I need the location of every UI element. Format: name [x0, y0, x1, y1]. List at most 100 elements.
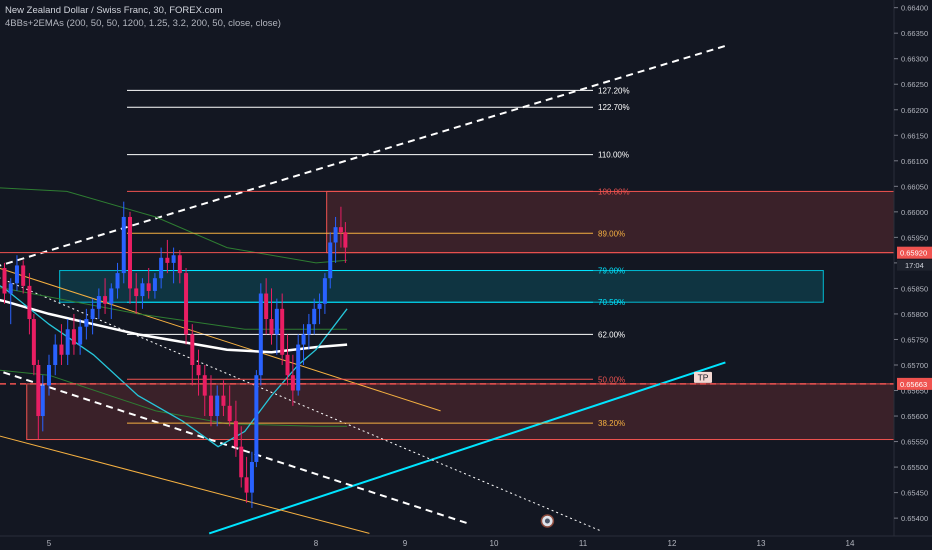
indicator-legend[interactable]: 4BBs+2EMAs (200, 50, 50, 1200, 1.25, 3.2…: [5, 18, 281, 29]
uptrend-line-bottom: [208, 361, 726, 535]
price-tick-label-18: 0.65500: [901, 463, 928, 472]
candle-body-33: [165, 257, 170, 263]
countdown-tag: [897, 259, 932, 271]
time-tick-label-1: 8: [314, 539, 319, 548]
candle-body-65: [343, 232, 348, 248]
price-tick-label-1: 0.66350: [901, 29, 928, 38]
candle-body-22: [96, 296, 101, 309]
candle-body-30: [146, 283, 151, 291]
price-tick-label-11: 0.65850: [901, 284, 928, 293]
candle-body-12: [36, 364, 41, 417]
candle-body-49: [258, 293, 263, 376]
bb-upper-green: [0, 187, 348, 264]
drawings-layer: TP: [0, 44, 894, 535]
price-tick-label-2: 0.66300: [901, 55, 928, 64]
candle-body-15: [53, 344, 58, 365]
candle-body-63: [333, 227, 338, 243]
candle-body-41: [215, 395, 220, 417]
candle-body-55: [290, 375, 295, 391]
price-tick-label-14: 0.65700: [901, 361, 928, 370]
time-tick-label-4: 11: [579, 539, 588, 548]
price-tick-label-9: 0.65950: [901, 233, 928, 242]
fib-retracement[interactable]: 127.20% 122.70% 110.00% 100.00% 89.00% 79.00%…: [127, 86, 630, 428]
candle-body-56: [296, 344, 301, 391]
time-tick-label-5: 12: [668, 539, 677, 548]
time-axis-bg: [0, 536, 932, 550]
price-tick-label-16: 0.65600: [901, 412, 928, 421]
candle-body-35: [177, 255, 182, 274]
candle-body-50: [264, 293, 269, 320]
current-price-value: 0.65920: [900, 249, 927, 258]
candle-body-18: [71, 329, 76, 345]
candle-body-26: [121, 216, 126, 274]
candle-body-25: [115, 273, 120, 289]
time-tick-label-0: 5: [47, 539, 52, 548]
time-tick-label-3: 10: [490, 539, 499, 548]
fib-level-label-7: 62.00%: [598, 330, 625, 339]
price-tick-label-0: 0.66400: [901, 4, 928, 13]
candle-body-47: [249, 461, 254, 493]
event-icon-core-0: [544, 518, 550, 524]
fib-level-label-9: 38.20%: [598, 419, 625, 428]
candle-body-10: [27, 285, 32, 320]
price-tick-label-5: 0.66150: [901, 131, 928, 140]
tp-price-tag: [897, 377, 932, 390]
candle-body-57: [301, 334, 306, 345]
candle-body-28: [134, 288, 139, 297]
dashed-projection-up: [0, 44, 726, 267]
candle-body-7: [8, 283, 13, 294]
candle-body-20: [84, 319, 89, 327]
time-axis[interactable]: 58910111213141516: [47, 539, 932, 548]
golden-pocket-zone: [59, 270, 824, 303]
candle-body-27: [127, 216, 132, 289]
time-tick-label-2: 9: [403, 539, 408, 548]
candle-body-39: [202, 375, 207, 396]
candle-body-52: [274, 308, 279, 335]
upper-supply-zone: [326, 190, 909, 254]
fib-level-label-1: 122.70%: [598, 103, 630, 112]
candle-body-37: [190, 334, 195, 365]
event-icons-layer: 22322: [540, 513, 929, 528]
candle-body-9: [21, 265, 26, 286]
candle-body-46: [244, 477, 249, 493]
candle-body-64: [338, 227, 343, 233]
lower-demand-zone: [26, 383, 909, 441]
candle-body-31: [152, 278, 157, 291]
candle-body-54: [285, 354, 290, 376]
candle-body-16: [59, 344, 64, 355]
price-tick-label-3: 0.66250: [901, 80, 928, 89]
candle-body-6: [2, 268, 7, 294]
candle-body-11: [31, 319, 36, 365]
dotted-channel-line: [0, 277, 601, 532]
candle-body-38: [196, 364, 201, 376]
time-tick-label-7: 14: [846, 539, 855, 548]
price-tick-label-12: 0.65800: [901, 310, 928, 319]
price-tags: 0.65920 17:04 0.65663: [897, 246, 932, 390]
candle-body-14: [47, 364, 51, 386]
candle-body-19: [78, 326, 83, 345]
candle-body-36: [184, 273, 189, 335]
candle-body-59: [312, 308, 317, 325]
candle-body-42: [221, 395, 226, 406]
dashed-projection-down: [0, 370, 468, 525]
candle-body-61: [322, 278, 327, 304]
price-tick-label-13: 0.65750: [901, 335, 928, 344]
price-tick-label-6: 0.66100: [901, 157, 928, 166]
candle-body-23: [103, 296, 108, 304]
chart-title: New Zealand Dollar / Swiss Franc, 30, FO…: [5, 5, 223, 16]
candle-body-40: [208, 395, 213, 417]
candle-body-60: [317, 303, 322, 309]
fib-level-label-6: 70.50%: [598, 298, 625, 307]
candle-body-62: [328, 242, 333, 279]
candle-body-17: [65, 329, 70, 355]
fib-level-label-2: 110.00%: [598, 151, 629, 160]
current-price-tag: [897, 246, 932, 259]
fib-level-label-3: 100.00%: [598, 187, 630, 196]
fib-level-label-0: 127.20%: [598, 86, 630, 95]
candle-body-21: [90, 308, 95, 320]
fib-level-label-4: 89.00%: [598, 229, 625, 238]
zones-layer: [26, 190, 909, 441]
countdown-value: 17:04: [905, 261, 924, 270]
candle-body-53: [280, 308, 285, 355]
